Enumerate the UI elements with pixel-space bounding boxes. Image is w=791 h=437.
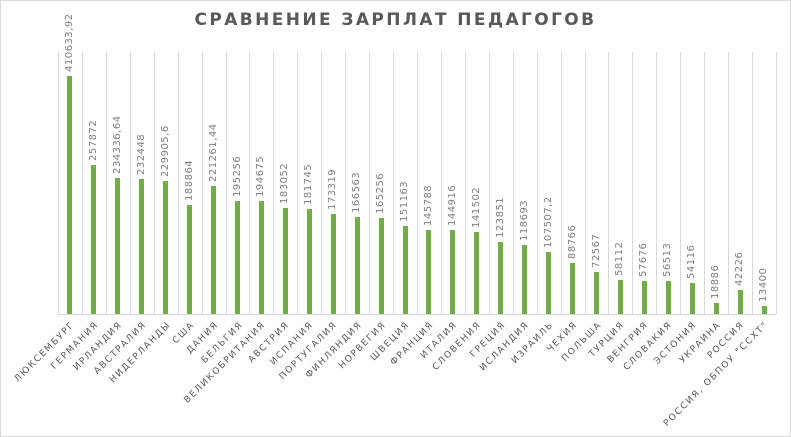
data-label: 42226 <box>734 251 745 286</box>
gridline <box>417 52 418 314</box>
gridline <box>58 52 59 314</box>
gridline <box>130 52 131 314</box>
data-label: 181745 <box>303 163 314 205</box>
data-label: 57676 <box>638 242 649 277</box>
data-label: 151163 <box>399 180 410 222</box>
bar <box>618 280 623 314</box>
gridline <box>704 52 705 314</box>
data-label: 165256 <box>375 172 386 214</box>
bar <box>426 230 431 314</box>
data-label: 166563 <box>351 171 362 213</box>
data-label: 183052 <box>279 162 290 204</box>
gridline <box>561 52 562 314</box>
bar <box>738 290 743 314</box>
data-label: 221261,44 <box>208 123 219 182</box>
bar <box>115 178 120 314</box>
bar <box>714 303 719 314</box>
bar <box>642 281 647 314</box>
gridline <box>321 52 322 314</box>
bar <box>91 165 96 314</box>
bar <box>522 245 527 314</box>
data-label: 173319 <box>327 168 338 210</box>
bar <box>259 201 264 314</box>
bar <box>331 214 336 314</box>
bar <box>235 201 240 314</box>
gridline <box>441 52 442 314</box>
bar <box>403 226 408 314</box>
gridline <box>369 52 370 314</box>
gridline <box>608 52 609 314</box>
gridline <box>656 52 657 314</box>
data-label: 144916 <box>447 184 458 226</box>
bar <box>163 181 168 314</box>
bar <box>211 186 216 314</box>
data-label: 118693 <box>519 199 530 241</box>
gridline <box>178 52 179 314</box>
plot-area: 410633,92 257872 234336,64 232448 229905,6 18… <box>58 13 777 315</box>
data-label: 145788 <box>423 184 434 226</box>
bar <box>450 230 455 314</box>
data-label: 72567 <box>591 233 602 268</box>
bar <box>307 209 312 314</box>
gridline <box>728 52 729 314</box>
bar <box>594 272 599 314</box>
bar <box>762 306 767 314</box>
gridline <box>106 52 107 314</box>
bar <box>379 218 384 314</box>
gridline <box>513 52 514 314</box>
data-label: 58112 <box>614 241 625 276</box>
bar <box>570 263 575 314</box>
bar <box>546 252 551 314</box>
gridline <box>82 52 83 314</box>
data-label: 257872 <box>88 119 99 161</box>
gridline <box>465 52 466 314</box>
gridline <box>537 52 538 314</box>
data-label: 194675 <box>255 155 266 197</box>
bar <box>498 242 503 314</box>
gridline <box>345 52 346 314</box>
data-label: 88766 <box>567 224 578 259</box>
gridline <box>680 52 681 314</box>
gridline <box>752 52 753 314</box>
x-axis-line <box>58 314 776 315</box>
data-label: 195256 <box>232 155 243 197</box>
gridline <box>273 52 274 314</box>
gridline <box>585 52 586 314</box>
gridline <box>226 52 227 314</box>
gridline <box>154 52 155 314</box>
gridline <box>776 52 777 314</box>
bar <box>139 179 144 314</box>
bar <box>474 232 479 314</box>
gridline <box>489 52 490 314</box>
gridline <box>249 52 250 314</box>
data-label: 234336,64 <box>112 115 123 174</box>
data-label: 410633,92 <box>64 13 75 72</box>
data-label: 54116 <box>686 244 697 279</box>
data-label: 229905,6 <box>160 125 171 177</box>
gridline <box>632 52 633 314</box>
data-label: 56513 <box>662 242 673 277</box>
bar <box>283 208 288 314</box>
data-label: 141502 <box>471 186 482 228</box>
data-label: 232448 <box>136 133 147 175</box>
bar <box>67 76 72 314</box>
data-label: 107507,2 <box>543 196 554 248</box>
bar <box>690 283 695 314</box>
gridline <box>202 52 203 314</box>
data-label: 188864 <box>184 159 195 201</box>
data-label: 18886 <box>710 264 721 299</box>
gridline <box>297 52 298 314</box>
bar <box>666 281 671 314</box>
data-label: 13400 <box>758 267 769 302</box>
data-label: 123851 <box>495 196 506 238</box>
bar <box>355 217 360 314</box>
gridline <box>393 52 394 314</box>
chart-title: СРАВНЕНИЕ ЗАРПЛАТ ПЕДАГОГОВ <box>194 10 597 30</box>
bar <box>187 205 192 314</box>
